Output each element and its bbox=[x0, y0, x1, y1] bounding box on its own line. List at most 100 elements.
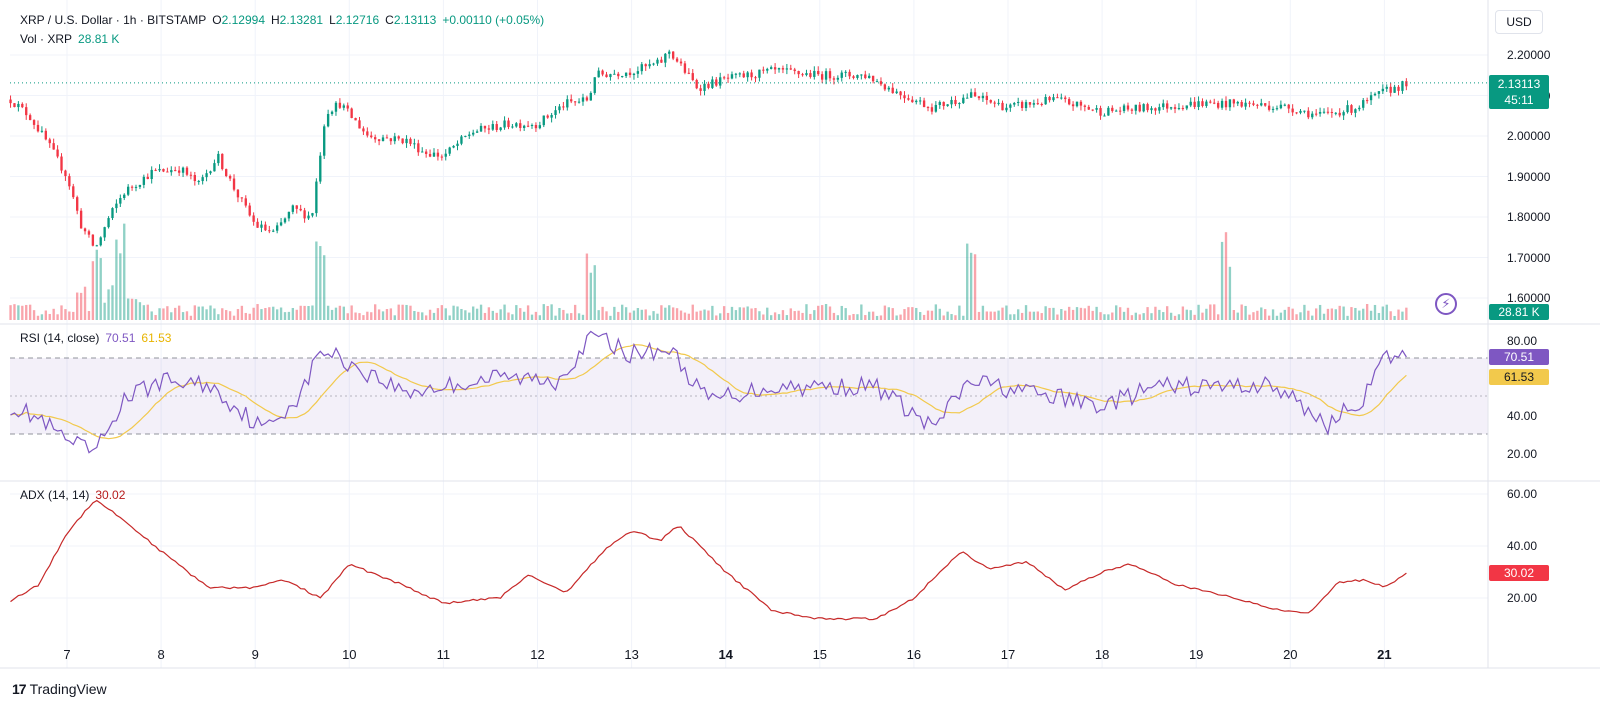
candle-body bbox=[362, 128, 365, 132]
volume-bar bbox=[969, 252, 973, 320]
open-value: 2.12994 bbox=[221, 13, 265, 27]
candle-body bbox=[68, 176, 71, 187]
candle-body bbox=[240, 197, 244, 199]
volume-bar bbox=[1350, 307, 1353, 320]
candle-body bbox=[1079, 101, 1083, 106]
volume-bar bbox=[1287, 306, 1290, 320]
volume-bar bbox=[840, 305, 843, 320]
tradingview-logo[interactable]: 17 TradingView bbox=[12, 681, 107, 697]
candle-body bbox=[221, 153, 224, 170]
rsi-line bbox=[10, 330, 1407, 454]
open-label: O bbox=[212, 13, 222, 27]
candle-body bbox=[385, 137, 389, 139]
candle-body bbox=[1232, 99, 1236, 104]
candle-body bbox=[83, 228, 87, 232]
candle-body bbox=[797, 71, 800, 75]
volume-bar bbox=[134, 299, 138, 320]
volume-bar bbox=[448, 315, 451, 320]
volume-bar bbox=[1209, 304, 1212, 320]
candle-body bbox=[330, 111, 334, 114]
currency-button[interactable]: USD bbox=[1495, 10, 1543, 34]
volume-bar bbox=[295, 309, 298, 320]
candle-body bbox=[915, 100, 918, 103]
volume-bar bbox=[1009, 314, 1012, 320]
candle-body bbox=[585, 97, 589, 101]
candle-body bbox=[44, 130, 48, 140]
volume-bar bbox=[981, 305, 985, 320]
candle-body bbox=[1354, 109, 1357, 113]
time-tick-label: 18 bbox=[1094, 647, 1110, 662]
volume-bar bbox=[1189, 310, 1192, 320]
volume-bar bbox=[848, 315, 851, 320]
brand-name: TradingView bbox=[29, 681, 107, 697]
candle-body bbox=[1154, 108, 1157, 111]
candle-body bbox=[1158, 107, 1161, 111]
candle-body bbox=[1373, 93, 1377, 96]
candle-body bbox=[48, 139, 51, 144]
candle-body bbox=[534, 125, 538, 129]
candle-body bbox=[958, 103, 961, 105]
volume-bar bbox=[664, 307, 667, 320]
candle-body bbox=[1260, 103, 1263, 106]
candle-body bbox=[377, 139, 381, 142]
volume-bar bbox=[83, 286, 87, 320]
volume-bar bbox=[107, 289, 110, 320]
candle-body bbox=[969, 92, 973, 98]
volume-bar bbox=[1036, 311, 1039, 320]
volume-bar bbox=[354, 312, 357, 320]
rsi-tick-label: 40.00 bbox=[1507, 409, 1538, 423]
volume-bar bbox=[311, 305, 314, 320]
volume-bar bbox=[374, 304, 377, 320]
volume-bar bbox=[60, 305, 63, 320]
candle-body bbox=[703, 83, 706, 91]
candle-body bbox=[1115, 110, 1118, 112]
candle-body bbox=[977, 96, 981, 99]
volume-bar bbox=[1064, 310, 1067, 320]
volume-bar bbox=[1275, 315, 1279, 320]
lightning-icon[interactable]: ⚡ bbox=[1435, 293, 1457, 315]
candle-body bbox=[679, 61, 683, 64]
candle-body bbox=[448, 147, 451, 154]
candle-body bbox=[930, 107, 934, 112]
candle-body bbox=[911, 99, 914, 103]
time-tick-label: 8 bbox=[157, 647, 165, 662]
volume-bar bbox=[1083, 308, 1087, 320]
candle-body bbox=[566, 99, 569, 108]
volume-bar bbox=[1295, 314, 1298, 320]
volume-bar bbox=[1318, 304, 1322, 320]
volume-bars bbox=[9, 223, 1408, 320]
volume-bar bbox=[793, 311, 796, 320]
candle-body bbox=[770, 67, 773, 69]
volume-bar bbox=[1393, 315, 1396, 320]
candle-body bbox=[440, 156, 444, 158]
volume-bar bbox=[44, 310, 48, 320]
volume-bar bbox=[72, 311, 75, 320]
volume-bar bbox=[1075, 307, 1079, 320]
candle-body bbox=[1071, 104, 1075, 107]
candle-body bbox=[338, 102, 342, 108]
candle-body bbox=[205, 173, 208, 178]
candle-body bbox=[758, 69, 761, 78]
volume-bar bbox=[809, 313, 812, 320]
candle-body bbox=[1236, 101, 1239, 104]
candle-body bbox=[715, 79, 718, 86]
time-tick-label: 15 bbox=[812, 647, 828, 662]
candle-body bbox=[1287, 104, 1290, 109]
candle-body bbox=[522, 125, 526, 128]
volume-bar bbox=[1158, 309, 1161, 320]
candle-body bbox=[1330, 112, 1334, 114]
volume-bar bbox=[1299, 312, 1302, 320]
volume-bar bbox=[189, 315, 193, 320]
volume-bar bbox=[1224, 232, 1228, 320]
candle-body bbox=[997, 102, 1000, 104]
time-tick-label: 14 bbox=[718, 647, 733, 662]
candle-body bbox=[652, 63, 655, 65]
volume-bar bbox=[1028, 311, 1032, 320]
volume-value: 28.81 K bbox=[78, 32, 120, 46]
volume-bar bbox=[472, 306, 475, 320]
volume-bar bbox=[962, 315, 965, 320]
candle-body bbox=[366, 131, 369, 136]
volume-bar bbox=[899, 314, 902, 320]
volume-bar bbox=[797, 310, 800, 320]
